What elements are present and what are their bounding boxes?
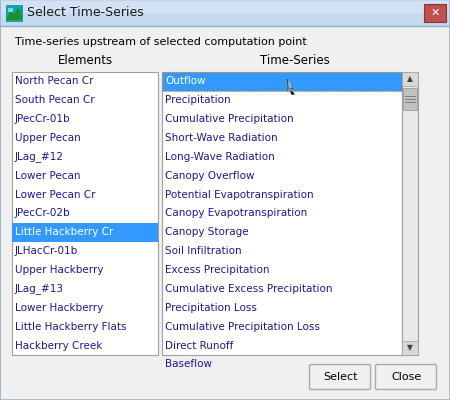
Bar: [8, 8, 13, 12]
Text: Precipitation Loss: Precipitation Loss: [165, 303, 257, 313]
Text: Upper Pecan: Upper Pecan: [15, 133, 81, 143]
Text: JLHacCr-01b: JLHacCr-01b: [15, 246, 78, 256]
FancyBboxPatch shape: [310, 364, 370, 390]
Text: Lower Pecan: Lower Pecan: [15, 171, 81, 181]
Bar: [162, 72, 402, 91]
Text: Excess Precipitation: Excess Precipitation: [165, 265, 270, 275]
Bar: [402, 341, 418, 355]
Text: Select Time-Series: Select Time-Series: [27, 6, 144, 20]
Text: Hackberry Creek: Hackberry Creek: [15, 340, 103, 350]
Text: Long-Wave Radiation: Long-Wave Radiation: [165, 152, 275, 162]
FancyBboxPatch shape: [375, 364, 436, 390]
Bar: [403, 88, 417, 110]
Text: Potential Evapotranspiration: Potential Evapotranspiration: [165, 190, 314, 200]
Text: Little Hackberry Flats: Little Hackberry Flats: [15, 322, 126, 332]
Text: Lower Pecan Cr: Lower Pecan Cr: [15, 190, 95, 200]
Text: ▼: ▼: [407, 344, 413, 352]
Text: Cumulative Precipitation Loss: Cumulative Precipitation Loss: [165, 322, 320, 332]
Text: Outflow: Outflow: [165, 76, 206, 86]
Text: Little Hackberry Cr: Little Hackberry Cr: [15, 227, 113, 237]
Text: ✕: ✕: [430, 8, 440, 18]
Text: Upper Hackberry: Upper Hackberry: [15, 265, 104, 275]
Text: Soil Infiltration: Soil Infiltration: [165, 246, 242, 256]
Text: Cumulative Excess Precipitation: Cumulative Excess Precipitation: [165, 284, 333, 294]
Text: ▲: ▲: [407, 74, 413, 84]
Polygon shape: [288, 79, 292, 91]
Bar: [12, 223, 158, 242]
Text: JPecCr-01b: JPecCr-01b: [15, 114, 71, 124]
Text: Select: Select: [323, 372, 357, 382]
Text: Baseflow: Baseflow: [165, 360, 212, 370]
Bar: [424, 4, 446, 22]
Text: Time-Series: Time-Series: [260, 54, 330, 66]
Bar: [1, 0, 449, 13]
Text: Direct Runoff: Direct Runoff: [165, 340, 234, 350]
Bar: [162, 72, 402, 355]
Bar: [6, 5, 22, 21]
Bar: [402, 72, 418, 86]
Text: Canopy Overflow: Canopy Overflow: [165, 171, 255, 181]
Text: Elements: Elements: [58, 54, 112, 66]
Text: JLag_#13: JLag_#13: [15, 284, 64, 294]
Text: JLag_#12: JLag_#12: [15, 152, 64, 162]
Bar: [1, 1, 449, 26]
Bar: [12, 72, 158, 355]
Polygon shape: [7, 9, 21, 19]
Text: Time-series upstream of selected computation point: Time-series upstream of selected computa…: [15, 37, 307, 47]
Text: Canopy Evapotranspiration: Canopy Evapotranspiration: [165, 208, 307, 218]
Text: Lower Hackberry: Lower Hackberry: [15, 303, 103, 313]
Polygon shape: [288, 79, 294, 94]
Text: Cumulative Precipitation: Cumulative Precipitation: [165, 114, 293, 124]
Text: North Pecan Cr: North Pecan Cr: [15, 76, 94, 86]
Bar: [402, 72, 418, 355]
Text: South Pecan Cr: South Pecan Cr: [15, 95, 94, 105]
Text: Short-Wave Radiation: Short-Wave Radiation: [165, 133, 278, 143]
Text: Close: Close: [391, 372, 421, 382]
Text: JPecCr-02b: JPecCr-02b: [15, 208, 71, 218]
Text: Precipitation: Precipitation: [165, 95, 230, 105]
Text: Canopy Storage: Canopy Storage: [165, 227, 248, 237]
